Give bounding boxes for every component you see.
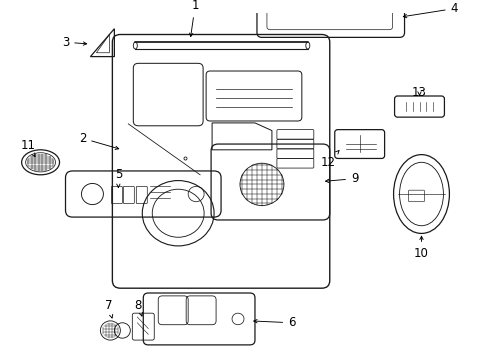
Text: 10: 10: [413, 236, 428, 260]
Text: 4: 4: [403, 2, 457, 18]
Text: 5: 5: [115, 168, 122, 188]
Text: 6: 6: [253, 316, 295, 329]
Text: 13: 13: [411, 86, 426, 99]
Text: 1: 1: [189, 0, 199, 36]
Text: 12: 12: [320, 150, 338, 169]
Text: 3: 3: [61, 36, 86, 49]
Text: 8: 8: [134, 299, 142, 316]
Text: 7: 7: [104, 299, 113, 318]
Text: 9: 9: [325, 172, 358, 185]
Text: 11: 11: [21, 139, 36, 157]
Text: 2: 2: [79, 132, 119, 149]
